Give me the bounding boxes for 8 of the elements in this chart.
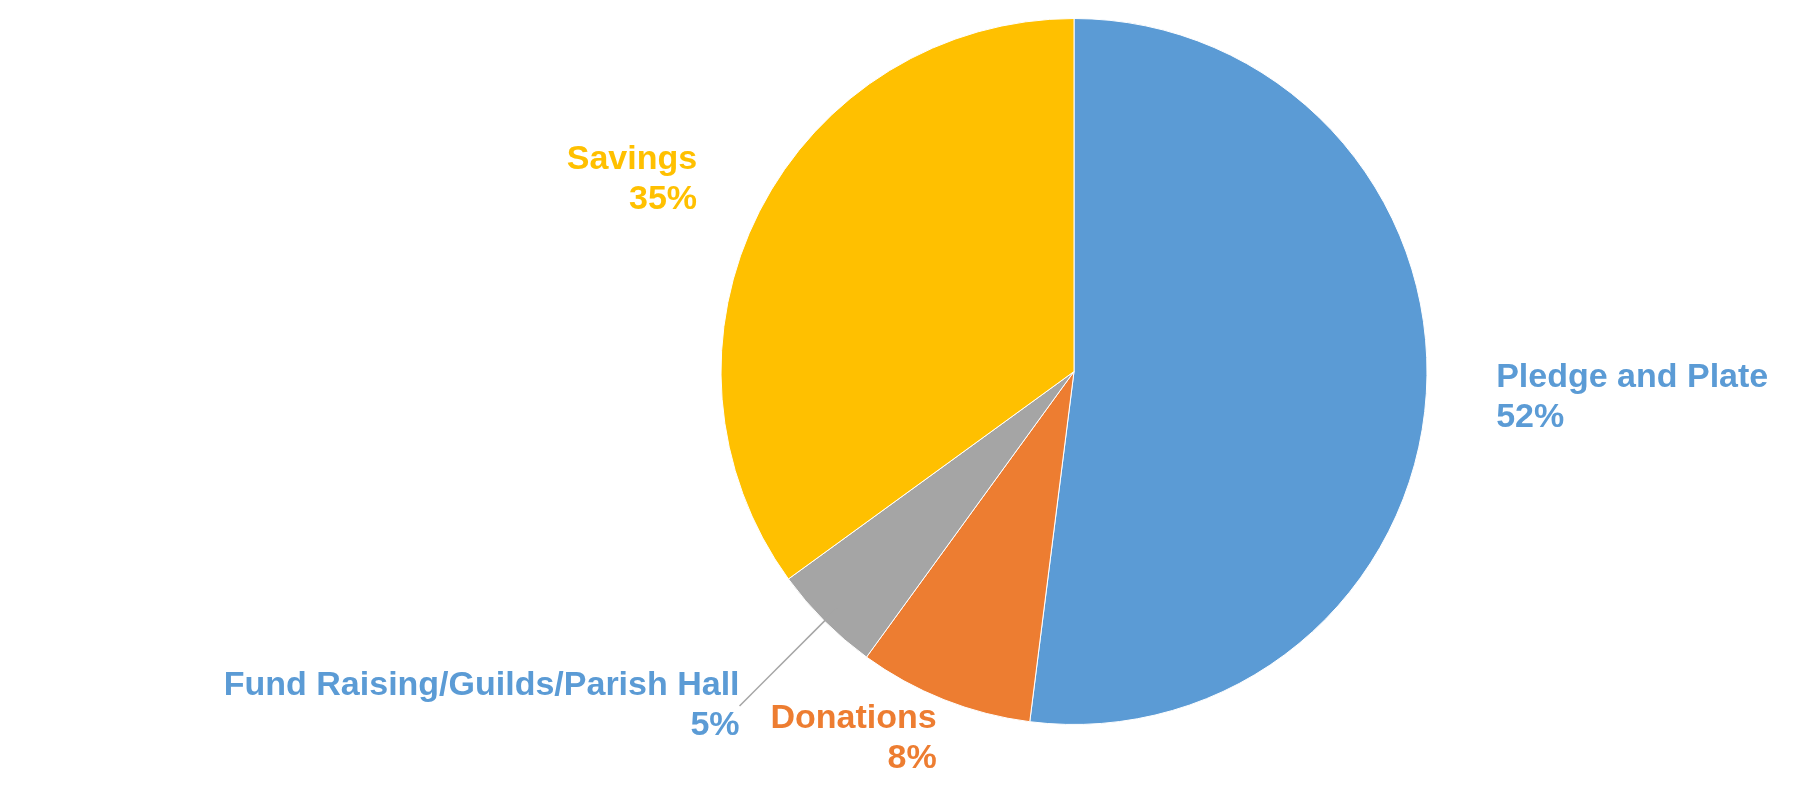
- data-label: 5%: [690, 704, 740, 743]
- slice-label: Pledge and Plate: [1496, 356, 1769, 395]
- data-label: 8%: [887, 736, 937, 775]
- data-label: 35%: [629, 177, 698, 216]
- data-label: 52%: [1496, 396, 1565, 435]
- slice-label: Fund Raising/Guilds/Parish Hall: [223, 664, 740, 703]
- slice-label: Donations: [770, 696, 937, 735]
- slice-label: Savings: [566, 137, 698, 176]
